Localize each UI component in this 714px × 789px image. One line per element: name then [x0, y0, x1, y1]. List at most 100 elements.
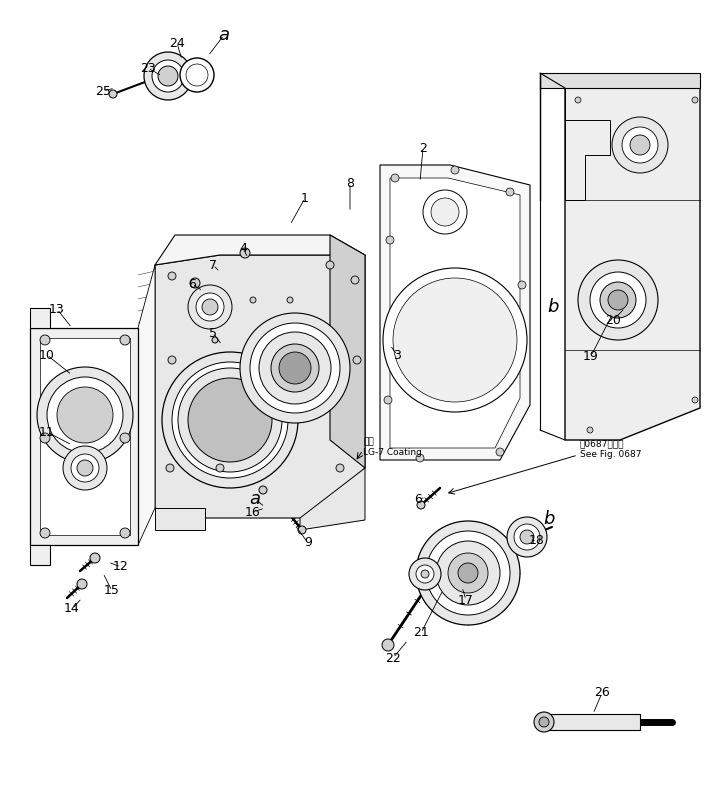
Polygon shape: [30, 308, 50, 328]
Polygon shape: [565, 88, 610, 200]
Circle shape: [77, 460, 93, 476]
Circle shape: [287, 297, 293, 303]
Polygon shape: [565, 88, 700, 440]
Text: 6: 6: [414, 492, 422, 506]
Circle shape: [353, 356, 361, 364]
Circle shape: [188, 378, 272, 462]
Text: 6: 6: [188, 278, 196, 290]
Circle shape: [336, 464, 344, 472]
Circle shape: [692, 97, 698, 103]
Text: 17: 17: [458, 593, 474, 607]
Text: 24: 24: [169, 36, 185, 50]
Text: 20: 20: [605, 313, 621, 327]
Text: 9: 9: [304, 537, 312, 549]
Circle shape: [57, 387, 113, 443]
Text: 13: 13: [49, 302, 65, 316]
Circle shape: [409, 558, 441, 590]
Circle shape: [423, 190, 467, 234]
Text: 25: 25: [95, 84, 111, 98]
Circle shape: [271, 344, 319, 392]
Circle shape: [190, 278, 200, 288]
Circle shape: [178, 368, 282, 472]
Circle shape: [168, 356, 176, 364]
Circle shape: [612, 117, 668, 173]
Text: 塗布
LG-7 Coating: 塗布 LG-7 Coating: [363, 437, 422, 457]
Text: 22: 22: [385, 652, 401, 664]
Circle shape: [382, 639, 394, 651]
Circle shape: [240, 313, 350, 423]
Circle shape: [298, 526, 306, 534]
Circle shape: [259, 486, 267, 494]
Polygon shape: [548, 714, 640, 730]
Circle shape: [152, 60, 184, 92]
Circle shape: [507, 517, 547, 557]
Circle shape: [326, 261, 334, 269]
Circle shape: [188, 285, 232, 329]
Circle shape: [212, 337, 218, 343]
Text: 7: 7: [209, 259, 217, 271]
Text: a: a: [249, 490, 261, 508]
Circle shape: [351, 276, 359, 284]
Polygon shape: [155, 508, 205, 530]
Circle shape: [417, 501, 425, 509]
Text: a: a: [218, 26, 229, 44]
Circle shape: [448, 553, 488, 593]
Circle shape: [186, 64, 208, 86]
Text: 18: 18: [529, 534, 545, 548]
Circle shape: [384, 396, 392, 404]
Text: 23: 23: [140, 62, 156, 74]
Circle shape: [166, 464, 174, 472]
Circle shape: [391, 174, 399, 182]
Circle shape: [578, 260, 658, 340]
Circle shape: [120, 528, 130, 538]
Circle shape: [575, 97, 581, 103]
Text: 第0687図参照
See Fig. 0687: 第0687図参照 See Fig. 0687: [580, 439, 641, 458]
Circle shape: [109, 90, 117, 98]
Circle shape: [40, 433, 50, 443]
Circle shape: [630, 135, 650, 155]
Circle shape: [144, 52, 192, 100]
Circle shape: [37, 367, 133, 463]
Text: 19: 19: [583, 350, 599, 362]
Text: 8: 8: [346, 177, 354, 189]
Circle shape: [534, 712, 554, 732]
Circle shape: [608, 290, 628, 310]
Text: 2: 2: [419, 141, 427, 155]
Circle shape: [426, 531, 510, 615]
Text: 3: 3: [393, 349, 401, 361]
Circle shape: [250, 323, 340, 413]
Text: b: b: [543, 510, 555, 528]
Circle shape: [622, 127, 658, 163]
Text: 15: 15: [104, 585, 120, 597]
Circle shape: [590, 272, 646, 328]
Polygon shape: [40, 338, 130, 535]
Polygon shape: [30, 545, 50, 565]
Circle shape: [172, 362, 288, 478]
Circle shape: [393, 278, 517, 402]
Circle shape: [77, 579, 87, 589]
Circle shape: [496, 448, 504, 456]
Circle shape: [383, 268, 527, 412]
Circle shape: [90, 553, 100, 563]
Text: 4: 4: [239, 241, 247, 255]
Circle shape: [196, 293, 224, 321]
Text: 10: 10: [39, 349, 55, 361]
Text: 12: 12: [113, 560, 129, 574]
Circle shape: [71, 454, 99, 482]
Circle shape: [40, 528, 50, 538]
Circle shape: [259, 332, 331, 404]
Text: 14: 14: [64, 603, 80, 615]
Polygon shape: [300, 468, 365, 530]
Circle shape: [451, 166, 459, 174]
Circle shape: [506, 188, 514, 196]
Text: 5: 5: [209, 327, 217, 339]
Polygon shape: [330, 235, 365, 468]
Circle shape: [436, 541, 500, 605]
Circle shape: [63, 446, 107, 490]
Circle shape: [431, 198, 459, 226]
Circle shape: [520, 530, 534, 544]
Circle shape: [250, 297, 256, 303]
Circle shape: [518, 281, 526, 289]
Circle shape: [514, 524, 540, 550]
Circle shape: [539, 717, 549, 727]
